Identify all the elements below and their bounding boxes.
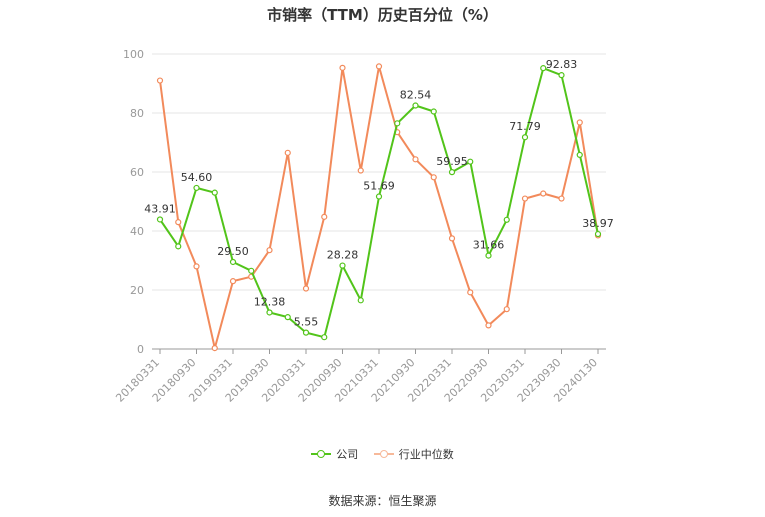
data-point-industry-median xyxy=(448,235,456,242)
y-tick-label: 80 xyxy=(130,107,144,120)
data-point-industry-median xyxy=(156,77,164,84)
data-point-company xyxy=(175,243,182,250)
legend-item-company[interactable]: 公司 xyxy=(311,446,358,462)
y-tick-label: 0 xyxy=(137,343,144,356)
data-point-industry-median xyxy=(521,195,529,202)
y-tick-label: 100 xyxy=(123,48,144,61)
data-label: 54.60 xyxy=(181,171,213,184)
data-label: 12.38 xyxy=(254,295,286,308)
data-label: 43.91 xyxy=(144,202,176,215)
data-point-company xyxy=(467,158,474,165)
data-point-industry-median xyxy=(339,64,346,71)
data-point-company xyxy=(266,309,273,316)
data-point-industry-median xyxy=(467,289,474,296)
y-tick-label: 40 xyxy=(130,225,144,238)
data-point-company xyxy=(193,184,200,192)
data-point-company xyxy=(521,134,529,141)
data-point-industry-median xyxy=(576,119,583,126)
data-point-company xyxy=(211,189,218,196)
data-point-industry-median xyxy=(193,263,200,270)
data-label: 5.55 xyxy=(294,316,319,329)
data-point-industry-median xyxy=(211,345,218,352)
data-point-company xyxy=(229,258,237,266)
data-label: 71.79 xyxy=(509,120,541,133)
legend-item-industry-median[interactable]: 行业中位数 xyxy=(373,446,454,462)
data-point-company xyxy=(284,314,291,321)
chart-title: 市销率（TTM）历史百分位（%） xyxy=(267,6,498,24)
data-point-industry-median xyxy=(357,167,364,174)
data-point-industry-median xyxy=(485,322,492,329)
data-point-industry-median xyxy=(266,247,273,254)
data-point-company xyxy=(248,267,255,274)
legend-swatch-company xyxy=(311,449,332,459)
y-tick-label: 20 xyxy=(130,284,144,297)
data-label: 51.69 xyxy=(363,180,395,193)
data-point-industry-median xyxy=(321,213,328,220)
data-point-company xyxy=(375,193,383,200)
data-point-company xyxy=(558,72,565,79)
data-point-company xyxy=(448,169,456,176)
data-point-company xyxy=(594,230,602,238)
data-point-company xyxy=(540,65,547,72)
grid-lines xyxy=(152,53,606,291)
legend: 公司 行业中位数 xyxy=(0,446,765,462)
data-point-company xyxy=(394,120,401,127)
data-point-company xyxy=(576,151,583,158)
data-point-company xyxy=(302,329,310,336)
data-point-company xyxy=(412,102,419,109)
series xyxy=(156,63,602,352)
data-label: 31.66 xyxy=(473,239,505,252)
data-label: 82.54 xyxy=(400,89,432,102)
data-point-company xyxy=(339,262,346,269)
data-label: 28.28 xyxy=(327,249,359,262)
data-point-industry-median xyxy=(540,190,547,197)
legend-label-company: 公司 xyxy=(336,448,359,461)
legend-label-industry-median: 行业中位数 xyxy=(398,448,454,461)
y-tick-label: 60 xyxy=(130,166,144,179)
data-point-industry-median xyxy=(302,285,310,292)
data-point-company xyxy=(430,108,437,115)
data-label: 59.95 xyxy=(436,155,468,168)
data-point-industry-median xyxy=(412,156,419,163)
data-point-industry-median xyxy=(375,63,383,70)
data-label: 38.97 xyxy=(582,217,614,230)
data-point-industry-median xyxy=(430,174,437,181)
data-labels: 43.91 54.60 29.50 12.38 5.55 28.28 51.69 82.54 5… xyxy=(144,58,614,328)
data-point-company xyxy=(485,252,492,259)
data-label: 29.50 xyxy=(217,245,249,258)
legend-swatch-industry-median xyxy=(373,449,394,459)
data-source-note: 数据来源：恒生聚源 xyxy=(328,494,437,508)
axes: 0204060801002018033120180930201903312019… xyxy=(113,48,606,405)
data-point-company xyxy=(503,216,510,223)
data-point-company xyxy=(156,216,164,223)
data-point-industry-median xyxy=(503,306,510,313)
data-point-industry-median xyxy=(284,149,291,156)
data-point-company xyxy=(321,334,328,341)
data-point-industry-median xyxy=(229,278,237,285)
series-line-company xyxy=(159,67,599,339)
data-label: 92.83 xyxy=(546,58,578,71)
data-point-company xyxy=(357,297,364,304)
data-point-industry-median xyxy=(175,219,182,226)
data-point-industry-median xyxy=(558,195,565,202)
